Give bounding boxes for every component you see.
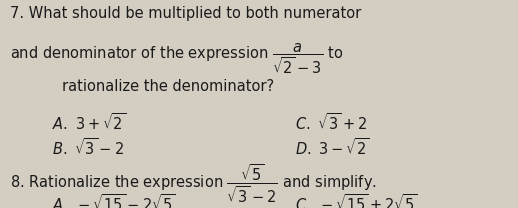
Text: 8. Rationalize the expression $\dfrac{\sqrt{5}}{\sqrt{3}-2}$ and simplify.: 8. Rationalize the expression $\dfrac{\s… bbox=[10, 162, 377, 205]
Text: $C.\ \sqrt{3}+2$: $C.\ \sqrt{3}+2$ bbox=[295, 112, 367, 133]
Text: 7. What should be multiplied to both numerator: 7. What should be multiplied to both num… bbox=[10, 6, 362, 21]
Text: $C.\ -\sqrt{15}+2\sqrt{5}$: $C.\ -\sqrt{15}+2\sqrt{5}$ bbox=[295, 193, 418, 208]
Text: $D.\ 3-\sqrt{2}$: $D.\ 3-\sqrt{2}$ bbox=[295, 137, 370, 158]
Text: $A.\ -\sqrt{15}-2\sqrt{5}$: $A.\ -\sqrt{15}-2\sqrt{5}$ bbox=[52, 193, 175, 208]
Text: and denominator of the expression $\dfrac{a}{\sqrt{2}-3}$ to: and denominator of the expression $\dfra… bbox=[10, 42, 344, 76]
Text: rationalize the denominator?: rationalize the denominator? bbox=[62, 79, 275, 94]
Text: $B.\ \sqrt{3}-2$: $B.\ \sqrt{3}-2$ bbox=[52, 137, 124, 158]
Text: $A.\ 3+\sqrt{2}$: $A.\ 3+\sqrt{2}$ bbox=[52, 112, 126, 133]
